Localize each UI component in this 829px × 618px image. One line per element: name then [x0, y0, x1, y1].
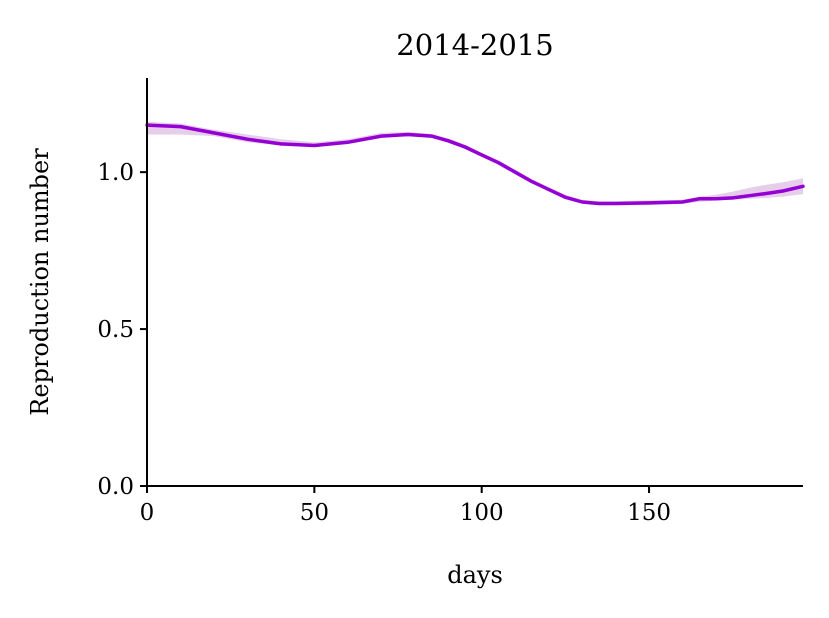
- chart-title: 2014-2015: [396, 28, 553, 62]
- uncertainty-band: [147, 121, 803, 206]
- y-tick-label: 0.0: [97, 474, 134, 500]
- x-tick-label: 50: [300, 500, 329, 526]
- y-tick-label: 1.0: [97, 160, 134, 186]
- x-tick-label: 0: [140, 500, 155, 526]
- plot-area: 0 50 100 150 0.0 0.5 1.0: [97, 78, 805, 526]
- x-tick-label: 100: [460, 500, 504, 526]
- reproduction-number-line: [145, 123, 805, 206]
- x-axis-label: days: [447, 561, 503, 589]
- y-axis-label: Reproduction number: [26, 148, 54, 416]
- x-tick-label: 150: [627, 500, 671, 526]
- y-tick-label: 0.5: [97, 317, 134, 343]
